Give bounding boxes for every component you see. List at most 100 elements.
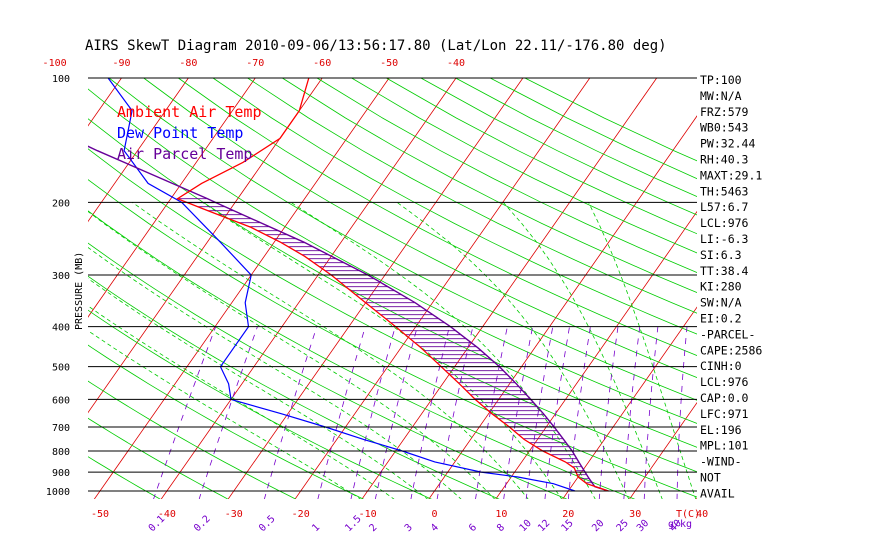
- isotherm-line: [160, 77, 457, 499]
- ambient-temp-profile: [176, 77, 609, 492]
- isotherm-line: [562, 306, 697, 499]
- mixing-ratio-label: 10: [518, 518, 534, 534]
- dry-adiabat-line: [178, 77, 697, 357]
- index-item: AVAIL: [700, 486, 735, 500]
- dry-adiabat-line: [88, 275, 500, 499]
- index-item: PW:32.44: [700, 137, 755, 151]
- mixing-ratio-line: [264, 326, 318, 499]
- dry-adiabat-line: [143, 77, 697, 379]
- moist-adiabat-line: [131, 201, 529, 499]
- isotherm-line: [361, 77, 658, 499]
- isotherm-line: [88, 77, 323, 414]
- index-item: EI:0.2: [700, 312, 742, 326]
- dry-adiabat-line: [88, 344, 365, 499]
- index-item: NOT: [700, 471, 721, 485]
- mixing-ratio-line: [350, 326, 396, 499]
- index-item: CAP:0.0: [700, 391, 749, 405]
- bottom-temp-tick: -30: [225, 509, 243, 520]
- dry-adiabat-line: [108, 77, 697, 401]
- pressure-label: 300: [52, 271, 70, 282]
- pressure-label: 200: [52, 198, 70, 209]
- dry-adiabat-line: [88, 118, 697, 448]
- moist-adiabat-line: [396, 201, 630, 499]
- moist-adiabat-line: [88, 246, 462, 499]
- index-item: LCL:976: [700, 216, 749, 230]
- bottom-temp-tick: -20: [292, 509, 310, 520]
- dry-adiabat-line: [88, 417, 229, 499]
- bottom-temp-tick: -50: [91, 509, 109, 520]
- index-item: TP:100: [700, 73, 742, 87]
- index-item: RH:40.3: [700, 153, 749, 167]
- moist-adiabat-line: [202, 201, 563, 499]
- mixing-ratio-label: 0.5: [257, 514, 278, 535]
- bottom-temp-tick: 20: [562, 509, 574, 520]
- mixing-ratio-line: [643, 326, 659, 499]
- top-temp-tick: -80: [179, 58, 197, 69]
- dry-adiabat-line: [420, 77, 697, 216]
- mixing-ratio-line: [317, 326, 366, 499]
- mixing-ratio-label: 0.2: [192, 514, 213, 535]
- index-item: LI:-6.3: [700, 232, 749, 246]
- chart-title: AIRS SkewT Diagram 2010-09-06/13:56:17.8…: [85, 38, 667, 54]
- dry-adiabat-line: [88, 242, 568, 499]
- index-item: WB0:543: [700, 121, 749, 135]
- isotherm-line: [294, 77, 591, 499]
- cape-shading: [177, 198, 592, 484]
- isotherm-line: [227, 77, 524, 499]
- dry-adiabat-line: [351, 77, 697, 254]
- mixing-ratio-line: [374, 326, 418, 499]
- isotherm-line: [93, 77, 390, 499]
- bottom-temp-tick: 0: [431, 509, 437, 520]
- moist-adiabat-line: [88, 278, 429, 499]
- moist-adiabat-line: [502, 202, 663, 499]
- index-item: FRZ:579: [700, 105, 749, 119]
- legend: Ambient Air Temp Dew Point Temp Air Parc…: [117, 103, 262, 163]
- top-temp-tick: -40: [447, 58, 465, 69]
- isotherm-line: [0, 78, 55, 500]
- dry-adiabat-line: [247, 77, 697, 314]
- index-item: -PARCEL-: [700, 327, 755, 341]
- dry-adiabat-line: [455, 77, 697, 198]
- mixing-ratio-line: [676, 326, 688, 499]
- index-item: TT:38.4: [700, 264, 749, 278]
- mixing-ratio-label: 15: [559, 518, 575, 534]
- mixing-ratio-label: 1: [310, 522, 322, 534]
- dry-adiabat-line: [88, 309, 432, 499]
- dry-adiabat-line: [88, 380, 297, 499]
- pressure-label: 700: [52, 423, 70, 434]
- moist-adiabat-line: [88, 211, 496, 499]
- legend-parcel: Air Parcel Temp: [117, 145, 252, 163]
- pressure-label: 900: [52, 468, 70, 479]
- index-item: SI:6.3: [700, 248, 742, 262]
- mixing-ratio-line: [525, 326, 554, 499]
- pressure-label: 800: [52, 447, 70, 458]
- index-item: KI:280: [700, 280, 742, 294]
- dewpoint-profile: [107, 77, 576, 492]
- isobar-lines: [88, 77, 697, 492]
- index-item: CINH:0: [700, 359, 742, 373]
- dry-adiabat-line: [88, 179, 697, 498]
- mixing-ratio-label: 20: [590, 518, 606, 534]
- mixing-ratio-line: [410, 326, 450, 499]
- moist-adiabat-line: [588, 202, 697, 499]
- pressure-label: 600: [52, 395, 70, 406]
- bottom-temp-tick: 30: [629, 509, 641, 520]
- bottom-temp-tick: 10: [495, 509, 507, 520]
- mixing-ratio-unit: g/kg: [668, 519, 692, 530]
- index-item: -WIND-: [700, 455, 742, 469]
- pressure-label: 400: [52, 323, 70, 334]
- mixing-ratio-label: 2: [367, 522, 379, 534]
- top-temp-tick: -100: [43, 58, 67, 69]
- pressure-label: 1000: [46, 487, 70, 498]
- index-item: MAXT:29.1: [700, 168, 762, 182]
- mixing-ratio-label: 4: [429, 522, 441, 534]
- index-item: EL:196: [700, 423, 742, 437]
- index-item: MPL:101: [700, 439, 749, 453]
- index-item: SW:N/A: [700, 296, 742, 310]
- bottom-temp-tick: 40: [696, 509, 708, 520]
- dry-adiabat-line: [212, 77, 697, 335]
- y-axis-label: PRESSURE (MB): [74, 252, 85, 330]
- mixing-ratio-line: [198, 326, 258, 499]
- isotherm-line: [629, 402, 697, 499]
